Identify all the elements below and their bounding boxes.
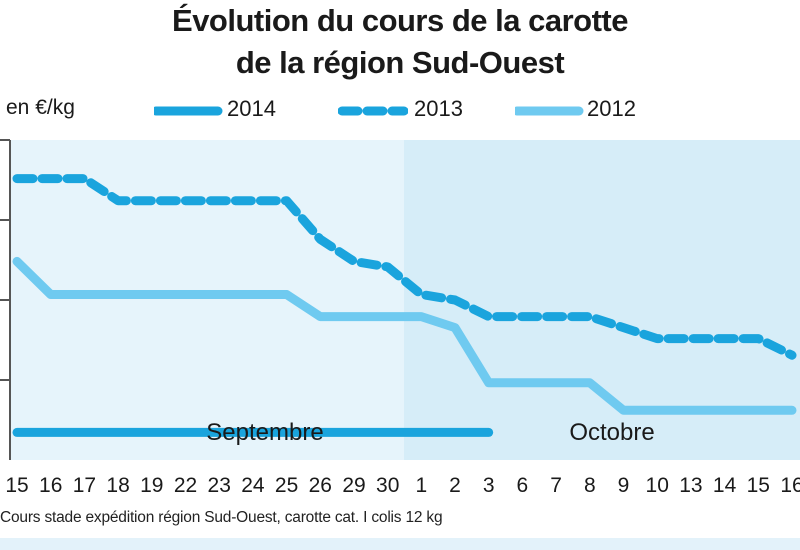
x-tick-label: 25 (275, 474, 298, 497)
x-tick-label: 9 (618, 474, 630, 497)
x-tick-label: 22 (174, 474, 197, 497)
x-tick-label: 13 (679, 474, 702, 497)
legend-item-2014: 2014 (154, 96, 294, 126)
x-tick-label: 15 (5, 474, 28, 497)
legend-swatch-2013 (338, 106, 408, 116)
chart-title-line1: Évolution du cours de la carotte (172, 3, 628, 38)
x-tick-label: 1 (415, 474, 427, 497)
x-tick-labels: 15 16 17 18 19 22 23 24 25 26 29 30 1 2 3 6 7 8 9 10 13 14 15 1… (5, 474, 800, 497)
month-label-september: Septembre (206, 419, 323, 446)
x-tick-label: 24 (241, 474, 265, 497)
x-tick-label: 16 (780, 474, 800, 497)
axis-layer (0, 139, 11, 460)
legend-item-2013: 2013 (338, 96, 498, 126)
x-tick-label: 8 (584, 474, 596, 497)
x-tick-label: 10 (646, 474, 669, 497)
series-line-2013 (12, 174, 797, 360)
x-tick-label: 17 (73, 474, 96, 497)
x-tick-label: 30 (376, 474, 399, 497)
chart-title: Évolution du cours de la carotte de la r… (0, 0, 800, 84)
x-tick-label: 16 (39, 474, 62, 497)
line-chart: Septembre Octobre 15 16 17 18 19 22 23 24 25 26 29… (0, 139, 800, 497)
x-tick-label: 29 (342, 474, 365, 497)
x-tick-label: 2 (449, 474, 461, 497)
x-tick-label: 15 (747, 474, 770, 497)
x-tick-label: 7 (550, 474, 562, 497)
x-tick-label: 18 (106, 474, 129, 497)
legend-label-2013: 2013 (414, 96, 463, 121)
legend-swatch-2012 (515, 106, 584, 116)
bottom-band (0, 538, 800, 550)
legend-label-2014: 2014 (227, 96, 276, 121)
series-layer (12, 174, 797, 437)
month-label-october: Octobre (569, 419, 654, 446)
chart-caption: Cours stade expédition région Sud-Ouest,… (0, 509, 443, 526)
y-unit-label: en €/kg (6, 96, 75, 119)
x-tick-label: 3 (483, 474, 495, 497)
chart-title-line2: de la région Sud-Ouest (235, 45, 565, 80)
x-tick-label: 26 (309, 474, 332, 497)
x-tick-label: 6 (517, 474, 529, 497)
legend-label-2012: 2012 (587, 96, 636, 121)
legend-item-2012: 2012 (515, 96, 675, 126)
series-line-2012 (12, 256, 797, 415)
x-tick-label: 19 (140, 474, 163, 497)
x-tick-label: 14 (713, 474, 737, 497)
background-september (10, 140, 404, 460)
x-tick-label: 23 (208, 474, 231, 497)
legend-swatch-2014 (154, 106, 223, 116)
